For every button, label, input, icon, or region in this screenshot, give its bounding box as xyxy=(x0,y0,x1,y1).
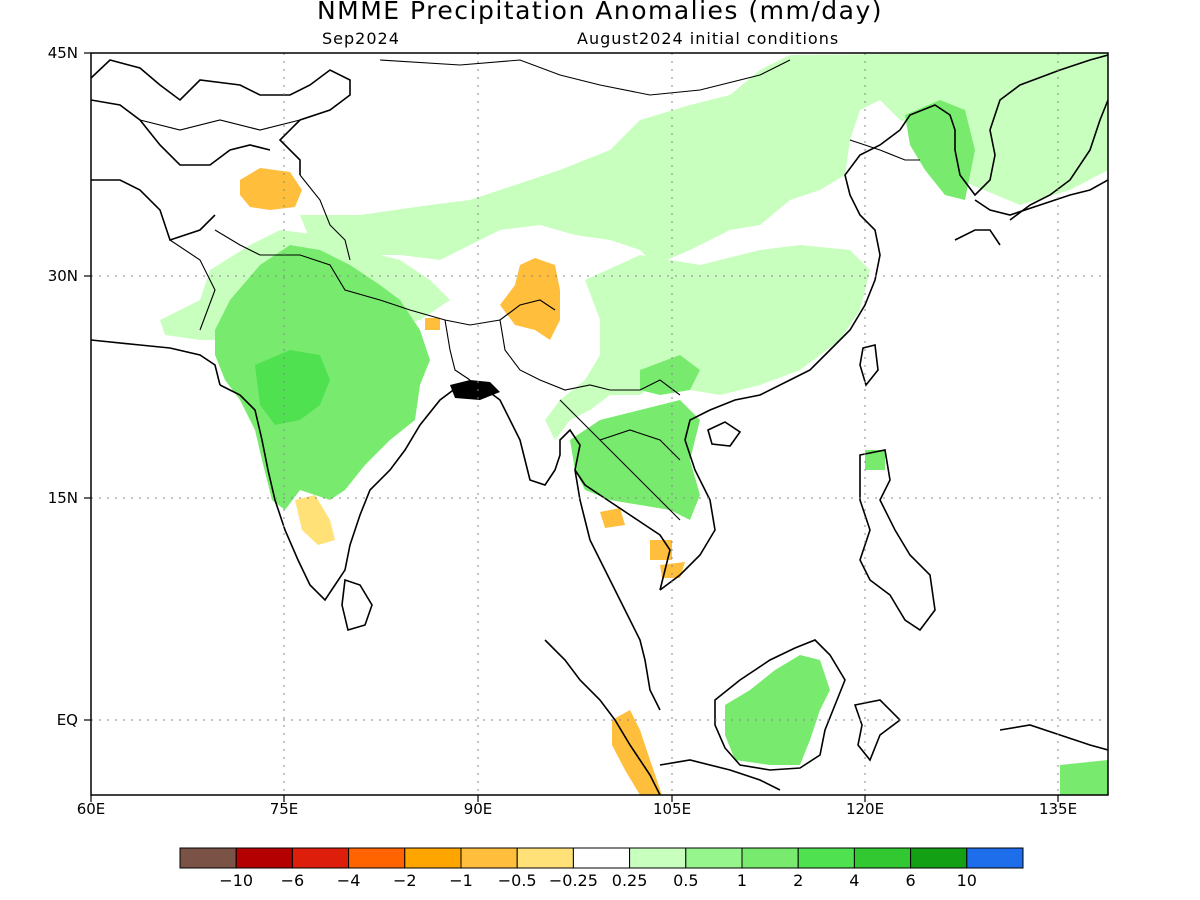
kashmir-dry-region xyxy=(240,168,302,210)
lat-label-15n: 15N xyxy=(47,489,78,507)
south-india-dry-region xyxy=(295,495,335,545)
map-frame xyxy=(90,52,1109,796)
lat-label-45n: 45N xyxy=(47,44,78,62)
lon-label-60e: 60E xyxy=(76,800,106,818)
cambodia-dry-region xyxy=(600,508,685,578)
colorbar-swatch xyxy=(966,847,1024,869)
lon-label-75e: 75E xyxy=(269,800,299,818)
map-canvas xyxy=(91,53,1108,795)
lat-label-eq: EQ xyxy=(56,711,78,729)
colorbar-label: 6 xyxy=(905,871,916,890)
lon-label-90e: 90E xyxy=(463,800,493,818)
borneo-wet-region xyxy=(725,655,830,765)
colorbar xyxy=(179,847,1024,869)
colorbar-swatch xyxy=(629,847,687,869)
colorbar-swatch xyxy=(797,847,855,869)
korea-wet-region xyxy=(905,100,975,200)
colorbar-swatch xyxy=(910,847,968,869)
axis-ticks xyxy=(84,52,1059,802)
indochina-wet-region xyxy=(570,400,700,520)
colorbar-label: 0.5 xyxy=(673,871,699,890)
colorbar-label: 0.25 xyxy=(611,871,648,890)
colorbar-swatch xyxy=(348,847,406,869)
south-china-coast-wet-region xyxy=(640,355,700,395)
lon-label-135e: 135E xyxy=(1038,800,1078,818)
colorbar-swatch xyxy=(404,847,462,869)
colorbar-label: −1 xyxy=(449,871,473,890)
colorbar-label: −0.5 xyxy=(497,871,537,890)
colorbar-swatch xyxy=(460,847,518,869)
initial-conditions: August2024 initial conditions xyxy=(577,29,840,48)
colorbar-label: −0.25 xyxy=(548,871,598,890)
map-title: NMME Precipitation Anomalies (mm/day) xyxy=(316,0,884,25)
colorbar-swatch xyxy=(235,847,293,869)
bangladesh-delta xyxy=(450,380,500,400)
east-tibet-dry-region xyxy=(425,318,440,330)
coastlines xyxy=(91,54,1108,795)
forecast-month: Sep2024 xyxy=(322,29,400,48)
central-india-wet-region xyxy=(255,350,330,425)
colorbar-label: 4 xyxy=(849,871,860,890)
colorbar-swatch xyxy=(179,847,237,869)
colorbar-label: 2 xyxy=(793,871,804,890)
colorbar-label: −2 xyxy=(393,871,417,890)
colorbar-label: −4 xyxy=(336,871,361,890)
colorbar-swatch xyxy=(741,847,799,869)
grid-lines xyxy=(91,53,1108,795)
tibet-dry-region xyxy=(500,258,560,340)
north-china-wet-region xyxy=(300,53,1108,265)
colorbar-swatch xyxy=(853,847,912,869)
colorbar-swatch xyxy=(516,847,574,869)
colorbar-label: −6 xyxy=(280,871,305,890)
colorbar-label: 10 xyxy=(956,871,977,890)
lon-label-120e: 120E xyxy=(845,800,885,818)
colorbar-swatch xyxy=(685,847,743,869)
new-guinea-wet-region xyxy=(1060,760,1108,795)
colorbar-swatch xyxy=(291,847,350,869)
south-china-wet-region xyxy=(545,245,870,440)
colorbar-swatch xyxy=(572,847,631,869)
luzon-wet-region xyxy=(865,450,885,470)
lat-label-30n: 30N xyxy=(47,267,78,285)
lon-label-105e: 105E xyxy=(652,800,692,818)
country-borders xyxy=(139,59,920,521)
colorbar-label: 1 xyxy=(736,871,748,890)
colorbar-label: −10 xyxy=(219,871,254,890)
